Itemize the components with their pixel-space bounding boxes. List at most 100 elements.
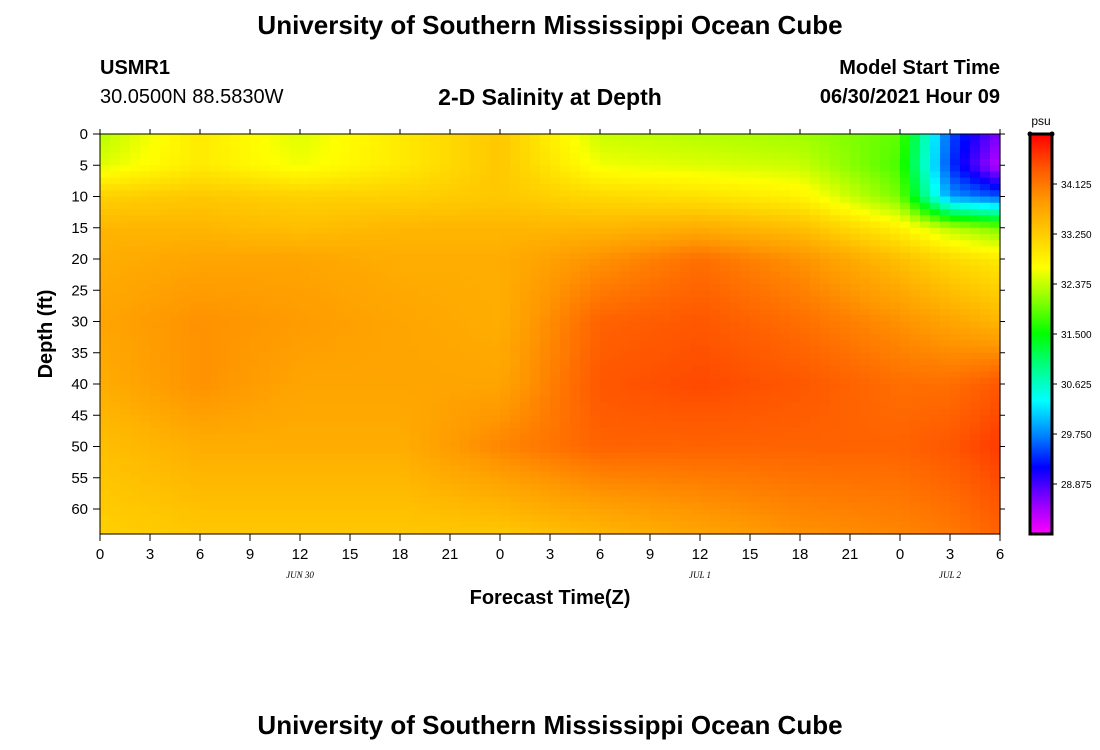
heatmap-cell: [150, 259, 161, 266]
heatmap-cell: [640, 315, 651, 322]
heatmap-cell: [560, 340, 571, 347]
heatmap-cell: [910, 322, 921, 329]
heatmap-cell: [320, 297, 331, 304]
heatmap-cell: [560, 284, 571, 291]
heatmap-cell: [800, 397, 811, 404]
heatmap-cell: [440, 290, 451, 297]
heatmap-cell: [230, 240, 241, 247]
heatmap-cell: [390, 284, 401, 291]
heatmap-cell: [240, 303, 251, 310]
heatmap-cell: [730, 290, 741, 297]
heatmap-cell: [150, 209, 161, 216]
heatmap-cell: [430, 265, 441, 272]
heatmap-cell: [960, 247, 971, 254]
heatmap-cell: [700, 147, 711, 154]
heatmap-cell: [460, 134, 471, 141]
heatmap-cell: [170, 372, 181, 379]
heatmap-cell: [260, 409, 271, 416]
heatmap-cell: [620, 397, 631, 404]
heatmap-cell: [560, 147, 571, 154]
heatmap-cell: [730, 403, 741, 410]
heatmap-cell: [350, 372, 361, 379]
heatmap-cell: [690, 240, 701, 247]
heatmap-cell: [750, 284, 761, 291]
heatmap-cell: [700, 272, 711, 279]
heatmap-cell: [140, 478, 151, 485]
heatmap-cell: [770, 134, 781, 141]
heatmap-cell: [160, 453, 171, 460]
heatmap-cell: [500, 453, 511, 460]
heatmap-cell: [830, 347, 841, 354]
heatmap-cell: [930, 172, 941, 179]
heatmap-cell: [960, 222, 971, 229]
heatmap-cell: [450, 409, 461, 416]
heatmap-cell: [200, 384, 211, 391]
heatmap-cell: [250, 353, 261, 360]
heatmap-cell: [210, 409, 221, 416]
heatmap-cell: [680, 347, 691, 354]
heatmap-cell: [440, 403, 451, 410]
heatmap-cell: [770, 140, 781, 147]
heatmap-cell: [410, 290, 421, 297]
heatmap-cell: [340, 222, 351, 229]
heatmap-cell: [820, 453, 831, 460]
heatmap-cell: [430, 197, 441, 204]
heatmap-cell: [400, 478, 411, 485]
heatmap-cell: [540, 178, 551, 185]
heatmap-cell: [190, 222, 201, 229]
heatmap-cell: [540, 190, 551, 197]
heatmap-cell: [270, 234, 281, 241]
heatmap-cell: [140, 340, 151, 347]
heatmap-cell: [870, 359, 881, 366]
heatmap-cell: [460, 403, 471, 410]
heatmap-cell: [450, 190, 461, 197]
heatmap-cell: [260, 165, 271, 172]
heatmap-cell: [130, 453, 141, 460]
heatmap-cell: [430, 178, 441, 185]
heatmap-cell: [600, 340, 611, 347]
heatmap-cell: [810, 172, 821, 179]
heatmap-cell: [130, 284, 141, 291]
heatmap-cell: [700, 459, 711, 466]
heatmap-cell: [210, 228, 221, 235]
heatmap-cell: [240, 359, 251, 366]
heatmap-cell: [700, 447, 711, 454]
heatmap-cell: [750, 390, 761, 397]
heatmap-cell: [850, 140, 861, 147]
heatmap-cell: [560, 409, 571, 416]
heatmap-cell: [940, 347, 951, 354]
heatmap-cell: [240, 415, 251, 422]
heatmap-cell: [240, 434, 251, 441]
heatmap-cell: [880, 172, 891, 179]
heatmap-cell: [870, 272, 881, 279]
heatmap-cell: [840, 203, 851, 210]
heatmap-cell: [930, 140, 941, 147]
heatmap-cell: [790, 309, 801, 316]
heatmap-cell: [810, 365, 821, 372]
heatmap-cell: [130, 415, 141, 422]
heatmap-cell: [140, 247, 151, 254]
heatmap-cell: [900, 403, 911, 410]
heatmap-cell: [170, 247, 181, 254]
heatmap-cell: [670, 453, 681, 460]
heatmap-cell: [410, 197, 421, 204]
heatmap-cell: [860, 178, 871, 185]
heatmap-cell: [700, 365, 711, 372]
heatmap-cell: [100, 372, 111, 379]
heatmap-cell: [720, 203, 731, 210]
heatmap-cell: [880, 334, 891, 341]
heatmap-cell: [420, 253, 431, 260]
heatmap-cell: [890, 297, 901, 304]
heatmap-cell: [630, 197, 641, 204]
heatmap-cell: [610, 453, 621, 460]
heatmap-cell: [560, 378, 571, 385]
heatmap-cell: [970, 359, 981, 366]
heatmap-cell: [620, 259, 631, 266]
heatmap-cell: [220, 347, 231, 354]
heatmap-cell: [220, 472, 231, 479]
heatmap-cell: [810, 165, 821, 172]
heatmap-cell: [220, 365, 231, 372]
heatmap-cell: [310, 403, 321, 410]
heatmap-cell: [960, 297, 971, 304]
heatmap-cell: [190, 315, 201, 322]
